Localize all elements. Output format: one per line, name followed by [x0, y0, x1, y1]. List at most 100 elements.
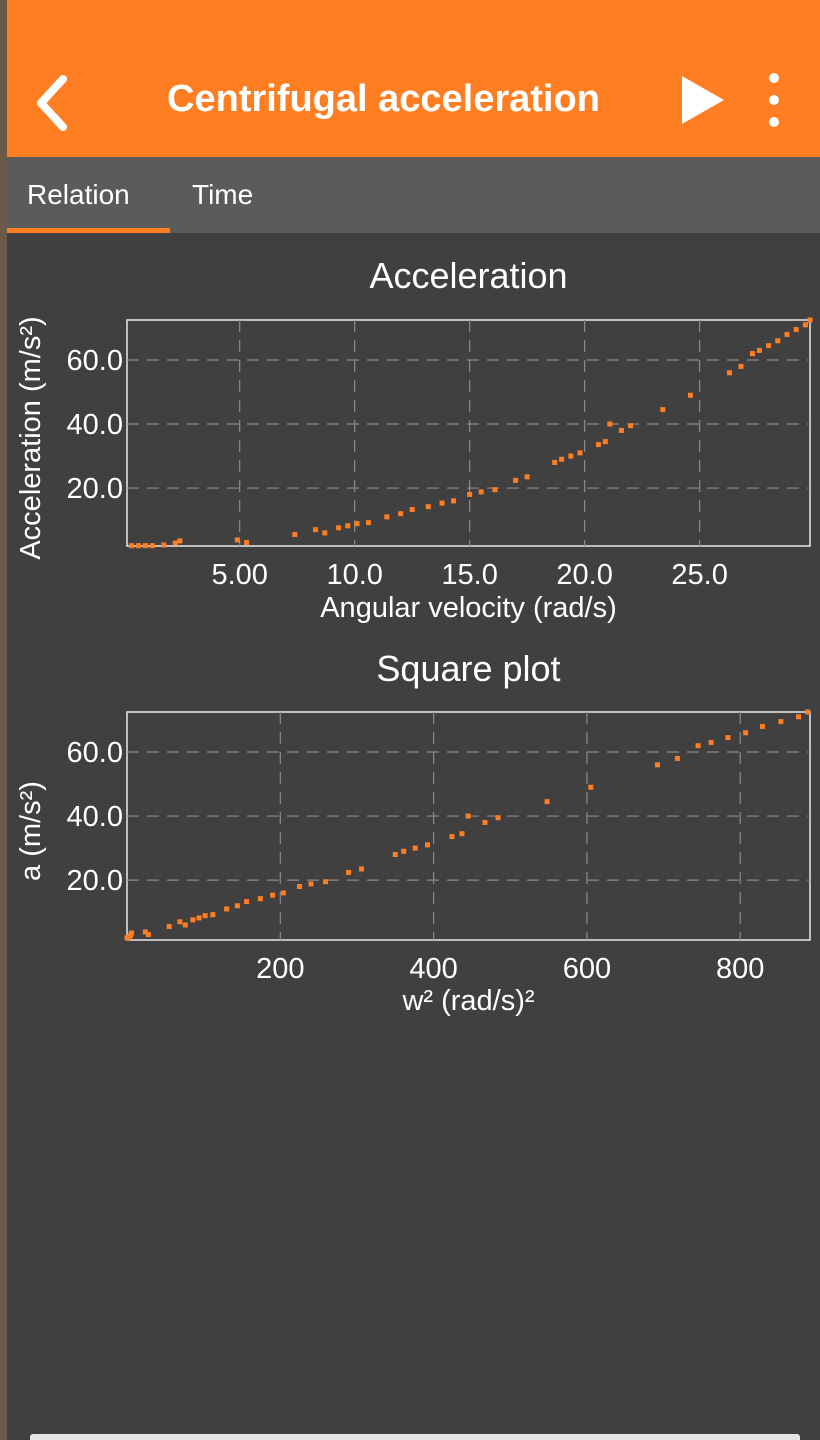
data-point — [482, 819, 488, 825]
data-point — [802, 322, 808, 328]
data-point — [234, 537, 240, 543]
data-point — [660, 407, 666, 413]
y-axis-label: Acceleration (m/s²) — [15, 316, 47, 559]
plot-frame — [126, 711, 811, 941]
x-tick-label: 200 — [256, 953, 304, 985]
y-tick-label: 40.0 — [67, 801, 123, 833]
back-button[interactable] — [27, 65, 87, 145]
data-point — [345, 523, 351, 529]
data-point — [142, 929, 148, 935]
y-tick-label: 60.0 — [67, 737, 123, 769]
data-point — [424, 842, 430, 848]
data-point — [322, 530, 328, 536]
data-point — [398, 511, 404, 517]
data-point — [172, 540, 178, 546]
data-point — [595, 442, 601, 448]
data-point — [618, 427, 624, 433]
data-point — [182, 922, 188, 928]
data-point — [695, 743, 701, 749]
data-point — [409, 507, 415, 513]
data-point — [270, 892, 276, 898]
data-point — [177, 538, 183, 544]
data-point — [412, 845, 418, 851]
x-tick-label: 10.0 — [326, 559, 382, 591]
y-axis-label: a (m/s²) — [15, 781, 47, 881]
bottom-edge — [30, 1434, 800, 1440]
data-point — [384, 514, 390, 520]
background-edge — [0, 0, 7, 1440]
data-point — [524, 474, 530, 480]
y-tick-label: 20.0 — [67, 865, 123, 897]
data-point — [577, 450, 583, 456]
data-point — [807, 317, 813, 323]
data-point — [738, 363, 744, 369]
app-title: Centrifugal acceleration — [167, 78, 600, 120]
plot-frame — [126, 319, 811, 547]
data-point — [142, 543, 148, 549]
data-point — [190, 917, 196, 923]
data-point — [202, 913, 208, 919]
data-point — [478, 489, 484, 495]
data-point — [628, 423, 634, 429]
data-point — [784, 331, 790, 337]
data-point — [725, 735, 731, 741]
data-point — [210, 912, 216, 918]
data-point — [346, 869, 352, 875]
content-area — [7, 233, 820, 1440]
menu-button[interactable] — [764, 68, 784, 138]
play-button[interactable] — [680, 72, 730, 132]
data-point — [588, 784, 594, 790]
tab-indicator — [7, 228, 170, 233]
data-point — [793, 327, 799, 333]
data-point — [544, 799, 550, 805]
data-point — [451, 498, 457, 504]
data-point — [177, 919, 183, 925]
data-point — [129, 543, 135, 549]
x-axis-label: Angular velocity (rad/s) — [320, 592, 617, 624]
data-point — [559, 456, 565, 462]
app-bar: Centrifugal acceleration — [7, 0, 820, 157]
tab[interactable]: Relation — [27, 179, 130, 210]
data-point — [778, 719, 784, 725]
y-tick-label: 60.0 — [67, 345, 123, 377]
data-point — [296, 884, 302, 890]
x-axis-label: w² (rad/s)² — [401, 985, 534, 1017]
data-point — [196, 915, 202, 921]
chart-title: Acceleration — [369, 255, 567, 296]
data-point — [313, 527, 319, 533]
data-point — [128, 930, 134, 936]
data-point — [244, 899, 250, 905]
data-point — [750, 351, 756, 357]
data-point — [805, 709, 811, 715]
tab[interactable]: Time — [192, 179, 254, 210]
data-point — [687, 392, 693, 398]
x-tick-label: 20.0 — [556, 559, 612, 591]
data-point — [244, 539, 250, 545]
data-point — [568, 453, 574, 459]
data-point — [292, 531, 298, 537]
data-point — [234, 903, 240, 909]
data-point — [392, 852, 398, 857]
x-tick-label: 15.0 — [441, 559, 497, 591]
data-point — [336, 525, 342, 531]
data-point — [552, 459, 558, 465]
data-point — [354, 521, 360, 527]
y-tick-label: 40.0 — [67, 409, 123, 441]
data-point — [759, 723, 765, 729]
data-point — [708, 739, 714, 745]
data-point — [766, 343, 772, 349]
data-point — [224, 906, 230, 912]
data-point — [495, 815, 501, 821]
data-point — [465, 813, 471, 819]
x-tick-label: 800 — [716, 953, 764, 985]
tab-bar: Relation Time — [7, 157, 820, 233]
data-point — [308, 881, 314, 887]
data-point — [467, 491, 473, 497]
data-point — [492, 487, 498, 493]
data-point — [654, 762, 660, 768]
data-point — [166, 924, 172, 930]
data-point — [775, 338, 781, 344]
chart-title: Square plot — [376, 648, 560, 689]
data-point — [602, 439, 608, 445]
x-tick-label: 5.00 — [211, 559, 267, 591]
